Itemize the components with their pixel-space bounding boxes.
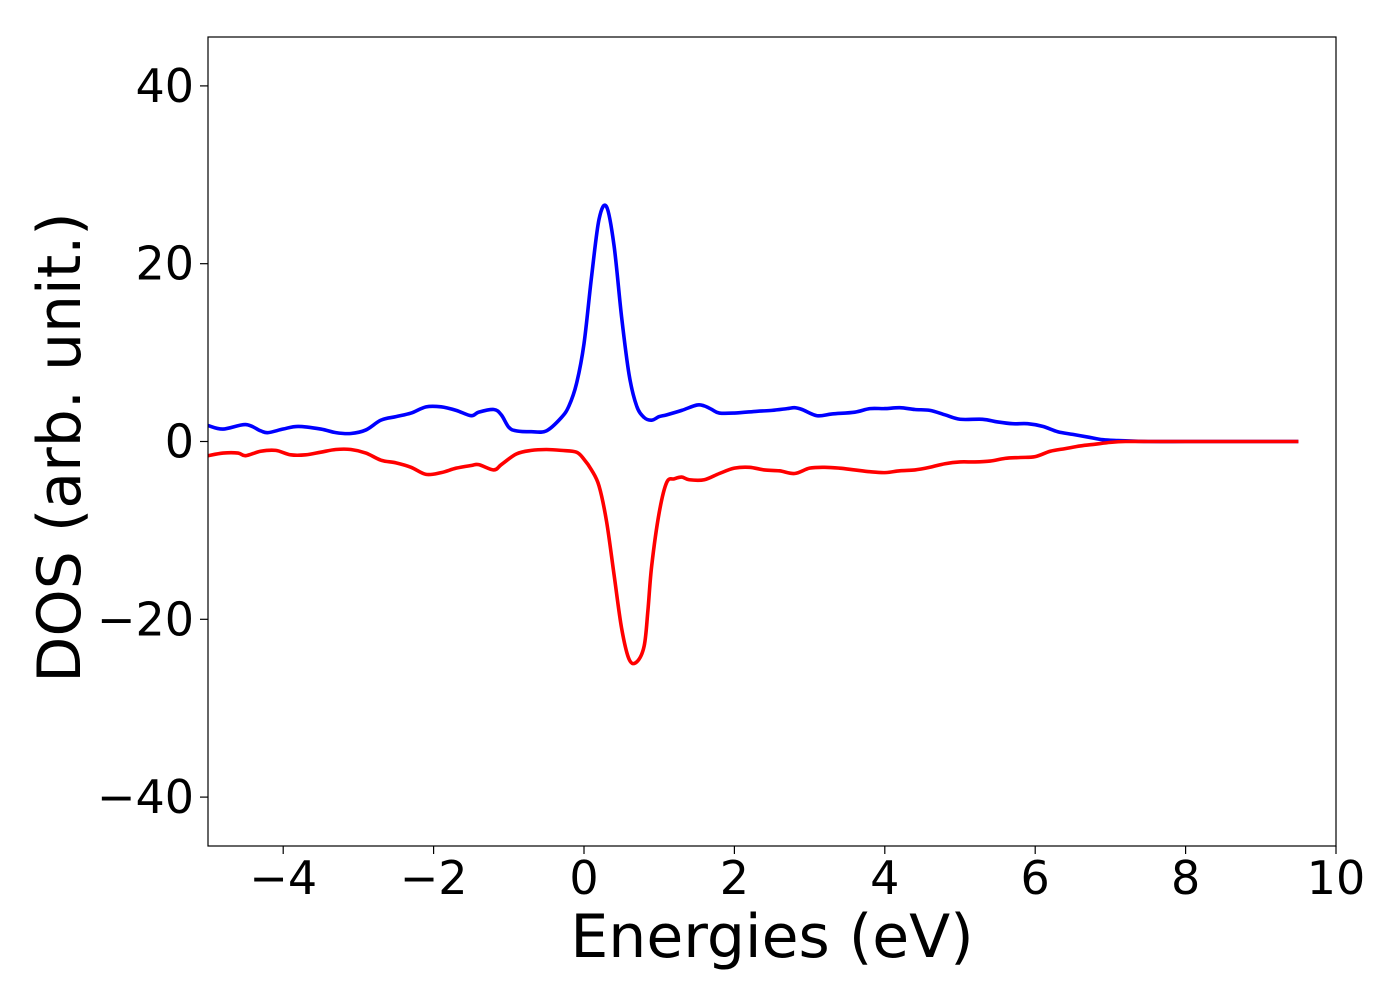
spin-down-dos-line xyxy=(208,439,1299,666)
spin-up-dos-line xyxy=(208,203,1299,444)
y-tick-label: −40 xyxy=(97,770,194,824)
x-tick-label: 4 xyxy=(870,851,899,905)
y-ticks: 40 20 0 −20 −40 xyxy=(97,59,208,824)
x-tick-label: 6 xyxy=(1021,851,1050,905)
y-axis-label: DOS (arb. unit.) xyxy=(25,212,95,682)
series-layer xyxy=(208,203,1299,666)
x-tick-label: 8 xyxy=(1171,851,1200,905)
x-tick-label: 0 xyxy=(569,851,598,905)
x-tick-label: −4 xyxy=(249,851,317,905)
y-tick-label: −20 xyxy=(97,592,194,646)
x-tick-label: 10 xyxy=(1307,851,1366,905)
y-tick-label: 20 xyxy=(135,237,194,291)
x-tick-label: 2 xyxy=(720,851,749,905)
y-tick-label: 0 xyxy=(165,415,194,469)
x-ticks: −4 −2 0 2 4 6 8 10 xyxy=(249,846,1365,905)
x-tick-label: −2 xyxy=(400,851,468,905)
x-axis-label: Energies (eV) xyxy=(570,902,973,972)
y-tick-label: 40 xyxy=(135,59,194,113)
